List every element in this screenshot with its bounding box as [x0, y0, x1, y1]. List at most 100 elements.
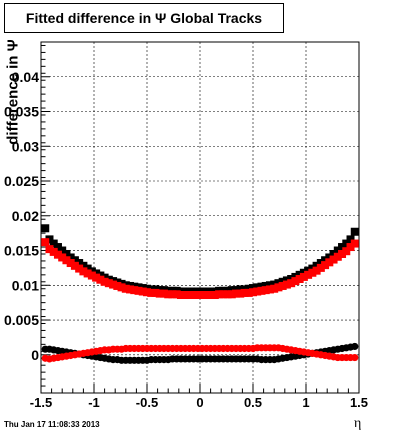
series-3: [41, 344, 359, 363]
data-point: [325, 253, 334, 262]
data-point: [350, 239, 359, 248]
data-point: [155, 289, 164, 298]
data-point: [66, 259, 75, 268]
data-point: [176, 290, 185, 299]
data-point: [244, 288, 253, 297]
data-point: [83, 269, 92, 278]
data-point: [215, 290, 224, 299]
data-point: [253, 283, 262, 292]
data-point: [295, 270, 304, 279]
data-point: [321, 261, 330, 270]
axes: -1.5 -1 -0.5 0 0.5 1 1.5 0 0.005 0.01 0.015 0.02 0.0…: [4, 44, 368, 410]
data-point: [299, 272, 308, 281]
data-point: [316, 263, 325, 272]
data-point: [202, 290, 211, 299]
data-point: [159, 289, 168, 298]
data-point: [338, 243, 347, 252]
data-point: [333, 252, 342, 261]
chart-title: Fitted difference in Ψ Global Tracks: [25, 10, 263, 26]
y-tick-label: 0.005: [4, 312, 39, 328]
data-point: [53, 243, 62, 252]
data-point: [210, 290, 219, 299]
data-point: [66, 253, 75, 262]
data-point: [278, 277, 287, 286]
data-point: [291, 277, 300, 286]
data-point: [113, 281, 122, 290]
data-point: [70, 261, 79, 270]
data-point: [117, 283, 126, 292]
series-1: [41, 238, 359, 299]
data-point: [109, 280, 118, 289]
data-point: [96, 271, 105, 280]
data-point: [287, 275, 296, 284]
y-axis-label: difference in Ψ: [4, 39, 21, 145]
x-tick-label: -1.5: [30, 395, 52, 410]
data-point: [342, 247, 351, 256]
chart-title-box: Fitted difference in Ψ Global Tracks: [4, 3, 284, 33]
data-point: [304, 266, 313, 275]
data-point: [299, 268, 308, 277]
data-point: [168, 290, 177, 299]
data-point: [75, 259, 84, 268]
data-point: [49, 239, 58, 248]
data-point: [41, 224, 50, 233]
data-point: [104, 279, 113, 288]
data-point: [236, 289, 245, 298]
data-point: [41, 238, 50, 247]
data-point: [227, 290, 236, 299]
y-tick-label: 0.035: [4, 104, 39, 120]
data-point: [308, 264, 317, 273]
data-point: [92, 269, 101, 278]
data-point: [87, 267, 96, 276]
data-point: [351, 342, 359, 351]
data-point: [291, 272, 300, 281]
x-tick-label: -1: [88, 395, 100, 410]
data-point: [100, 273, 109, 282]
data-point: [265, 281, 274, 290]
x-tick-label: 1: [302, 395, 309, 410]
data-point: [274, 283, 283, 292]
data-point: [249, 284, 257, 293]
data-point: [282, 280, 291, 289]
data-point: [261, 281, 270, 290]
data-point: [121, 284, 130, 293]
data-point: [227, 286, 236, 295]
data-point: [58, 253, 67, 262]
x-tick-label: -0.5: [136, 395, 158, 410]
data-point: [287, 279, 296, 288]
data-marks: [41, 224, 359, 364]
data-point: [172, 290, 181, 299]
data-point: [181, 290, 190, 299]
y-tick-label: 0.03: [12, 138, 39, 154]
data-point: [265, 285, 274, 294]
data-point: [79, 267, 88, 276]
data-point: [329, 249, 338, 258]
data-point: [261, 286, 270, 295]
data-point: [96, 275, 105, 284]
data-point: [316, 259, 325, 268]
data-point: [130, 286, 139, 295]
data-point: [312, 261, 321, 270]
data-point: [278, 281, 287, 290]
timestamp: Thu Jan 17 11:08:33 2013: [4, 420, 100, 429]
data-point: [346, 243, 355, 252]
data-point: [232, 289, 241, 298]
data-point: [58, 246, 67, 255]
data-point: [189, 290, 198, 299]
data-point: [333, 246, 342, 255]
data-point: [100, 277, 109, 286]
x-tick-label: 1.5: [350, 395, 368, 410]
data-point: [143, 288, 151, 297]
data-point: [164, 290, 173, 299]
data-point: [147, 288, 156, 297]
data-point: [83, 264, 92, 273]
data-point: [249, 288, 257, 297]
data-point: [53, 250, 62, 259]
y-tick-label: 0.025: [4, 173, 39, 189]
data-point: [346, 235, 355, 244]
data-point: [240, 288, 249, 297]
y-tick-label: 0: [31, 347, 39, 363]
data-point: [312, 266, 321, 275]
data-point: [342, 239, 351, 248]
data-point: [92, 273, 101, 282]
